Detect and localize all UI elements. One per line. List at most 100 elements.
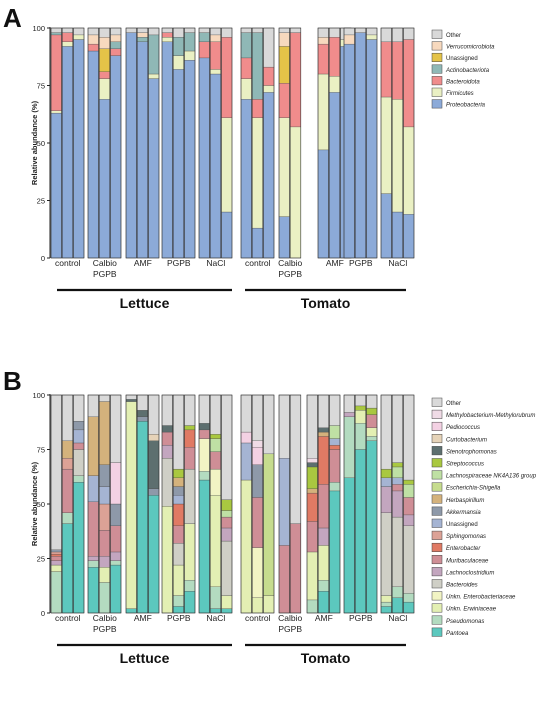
legend-label-b-curtobacterium: Curtobacterium — [446, 437, 487, 443]
bar-segment-a-lettuce-nacl-1-other — [198, 27, 210, 33]
bar-segment-a-lettuce-amf-2-actinobacteriota — [137, 37, 148, 42]
legend-label-a-actinobacteriota: Actinobacteriota — [445, 68, 490, 74]
bar-segment-a-lettuce-calbio-pgpb-1-verrucomicrobiota — [87, 34, 99, 45]
legend-label-a-firmicutes: Firmicutes — [446, 91, 474, 97]
bar-outline-a-lettuce-calbio-pgpb-1 — [87, 27, 99, 259]
bar-segment-a-tomato-nacl-1-bacteroidota — [380, 41, 392, 98]
bar-segment-a-tomato-amf-1-verrucomicrobiota — [317, 37, 329, 45]
bar-outline-b-tomato-control-2 — [251, 394, 264, 614]
bar-outline-a-tomato-control-1 — [240, 27, 252, 259]
bar-outline-b-lettuce-nacl-3 — [221, 394, 233, 614]
bar-segment-a-lettuce-pgpb-3-firmicutes — [184, 50, 196, 61]
legend-swatch-b-pediococcus — [431, 421, 443, 431]
legend-swatch-b-escherichia-shigella — [431, 482, 443, 492]
bar-segment-b-lettuce-pgpb-3-bacteroides — [184, 468, 196, 524]
bar-segment-b-lettuce-calbio-pgpb-3-pantoea — [110, 564, 122, 614]
bar-segment-b-lettuce-pgpb-3-pantoea — [184, 591, 196, 614]
bar-segment-b-tomato-amf-2-pseudomonas — [318, 580, 329, 592]
bar-segment-b-lettuce-nacl-3-lachnoclostridium — [221, 527, 233, 542]
bar-segment-b-tomato-control-2-pediococcus — [252, 447, 263, 465]
legend-label-b-bacteroides: Bacteroides — [446, 583, 478, 589]
group-label-a-lettuce-pgpb: PGPB — [167, 258, 191, 268]
bar-segment-b-lettuce-control-2-pseudomonas — [62, 512, 73, 524]
bar-segment-b-lettuce-nacl-2-other — [210, 394, 221, 435]
bar-segment-b-lettuce-calbio-pgpb-3-lachnoclostridium — [110, 551, 122, 561]
bar-segment-b-tomato-nacl-2-lachnospiraceae-nk4a136-group — [392, 466, 403, 478]
bar-segment-b-lettuce-calbio-pgpb-3-akkermansia — [110, 503, 122, 526]
group-label-a-lettuce-calbio-pgpb: Calbio PGPB — [93, 258, 117, 279]
bar-outline-b-tomato-amf-1 — [306, 394, 318, 614]
bar-segment-b-lettuce-calbio-pgpb-2-muribaculaceae — [99, 530, 110, 557]
bar-segment-b-lettuce-nacl-2-streptococcus — [210, 434, 221, 439]
bar-segment-b-lettuce-calbio-pgpb-1-pantoea — [87, 567, 99, 614]
bar-segment-a-lettuce-control-3-firmicutes — [73, 34, 85, 40]
bar-segment-a-lettuce-pgpb-3-proteobacteria — [184, 60, 196, 259]
bar-segment-a-lettuce-pgpb-1-firmicutes — [161, 37, 173, 42]
bar-segment-b-lettuce-nacl-3-lachnospiraceae-nk4a136-group — [221, 510, 233, 518]
legend-swatch-b-methylobacterium-methylorubrum — [431, 409, 443, 419]
bar-segment-a-lettuce-amf-3-other — [148, 27, 160, 36]
bar-segment-a-lettuce-calbio-pgpb-1-proteobacteria — [87, 50, 99, 259]
y-tick-label-a-50: 50 — [37, 139, 45, 148]
bar-segment-b-tomato-nacl-2-muribaculaceae — [392, 484, 403, 492]
bar-segment-a-lettuce-pgpb-2-proteobacteria — [173, 69, 184, 259]
bar-segment-a-tomato-control-1-other — [240, 27, 252, 33]
bar-outline-b-lettuce-pgpb-1 — [161, 394, 173, 614]
bar-outline-a-lettuce-pgpb-1 — [161, 27, 173, 259]
bar-segment-a-tomato-calbio-pgpb-1-proteobacteria — [278, 216, 290, 259]
legend-swatch-b-akkermansia — [431, 506, 443, 516]
bar-segment-b-lettuce-control-3-pantoea — [73, 482, 85, 614]
legend-label-a-bacteroidota: Bacteroidota — [446, 79, 480, 85]
bar-segment-a-tomato-pgpb-3-other — [366, 27, 378, 36]
bar-segment-a-tomato-pgpb-1-other — [343, 27, 355, 36]
bar-segment-a-tomato-pgpb-3-firmicutes — [366, 34, 378, 40]
bar-segment-b-tomato-pgpb-2-pseudomonas — [355, 423, 366, 450]
bar-outline-b-tomato-amf-3 — [329, 394, 341, 614]
y-tick-label-a-25: 25 — [37, 197, 45, 206]
bar-segment-a-lettuce-pgpb-2-actinobacteriota — [173, 37, 184, 56]
bar-outline-b-lettuce-nacl-1 — [198, 394, 210, 614]
bar-segment-a-lettuce-pgpb-3-other — [184, 27, 196, 33]
legend-swatch-b-unkn-erwiniaceae — [431, 603, 443, 613]
bar-segment-a-tomato-nacl-2-proteobacteria — [392, 211, 403, 259]
bar-segment-a-tomato-nacl-3-other — [403, 27, 415, 40]
bar-segment-b-lettuce-pgpb-2-akkermansia — [173, 486, 184, 496]
legend-label-b-lachnoclostridium: Lachnoclostridium — [446, 570, 494, 576]
legend-label-a-other: Other — [446, 33, 461, 39]
bar-segment-a-lettuce-calbio-pgpb-2-firmicutes — [99, 78, 110, 100]
bar-segment-a-lettuce-control-3-other — [73, 27, 85, 36]
bar-segment-b-lettuce-calbio-pgpb-3-muribaculaceae — [110, 525, 122, 553]
bar-segment-a-tomato-control-3-firmicutes — [263, 85, 275, 93]
bar-segment-b-tomato-pgpb-2-unkn-erwiniaceae — [355, 410, 366, 424]
bar-segment-a-tomato-pgpb-2-proteobacteria — [355, 32, 366, 259]
bar-segment-b-lettuce-nacl-1-muribaculaceae — [198, 429, 210, 439]
bar-segment-b-lettuce-control-1-sphingomonas — [50, 551, 62, 555]
bar-segment-b-lettuce-control-1-other — [50, 394, 62, 550]
panel-letter-b: B — [3, 366, 22, 396]
bar-segment-b-tomato-nacl-3-pantoea — [403, 601, 415, 614]
bar-outline-a-tomato-pgpb-2 — [354, 27, 367, 259]
bar-segment-a-tomato-control-1-bacteroidota — [240, 57, 252, 79]
legend-swatch-a-verrucomicrobiota — [431, 41, 443, 51]
bar-outline-a-lettuce-control-1 — [50, 27, 62, 259]
bar-segment-a-tomato-pgpb-2-other — [355, 27, 366, 33]
bar-segment-a-lettuce-control-2-bacteroidota — [62, 32, 73, 42]
bar-outline-a-tomato-amf-2 — [328, 27, 341, 259]
bar-segment-b-tomato-amf-3-pantoea — [329, 490, 341, 614]
bar-outline-a-tomato-control-3 — [263, 27, 275, 259]
legend-swatch-b-bacteroides — [431, 579, 443, 589]
y-tick-label-b-100: 100 — [32, 391, 45, 400]
bar-segment-a-tomato-calbio-pgpb-1-bacteroidota — [278, 83, 290, 118]
bar-segment-a-lettuce-amf-2-proteobacteria — [137, 41, 148, 259]
bar-segment-b-lettuce-amf-3-other — [148, 394, 160, 435]
bar-segment-b-lettuce-pgpb-1-other — [161, 394, 173, 426]
bar-segment-a-lettuce-nacl-3-other — [221, 27, 233, 38]
bar-segment-a-lettuce-control-2-other — [62, 27, 73, 33]
bar-segment-b-tomato-pgpb-1-lachnoclostridium — [343, 412, 355, 417]
bar-outline-b-tomato-amf-2 — [317, 394, 330, 614]
bar-outline-a-tomato-calbio-pgpb-2 — [289, 27, 302, 259]
bar-segment-a-lettuce-nacl-2-bacteroidota — [210, 41, 221, 70]
y-axis-label-b: Relative abundance (%) — [30, 461, 39, 546]
bar-segment-b-tomato-calbio-pgpb-1-unassigned — [278, 458, 290, 546]
bar-segment-b-tomato-amf-3-unassigned — [329, 438, 341, 446]
